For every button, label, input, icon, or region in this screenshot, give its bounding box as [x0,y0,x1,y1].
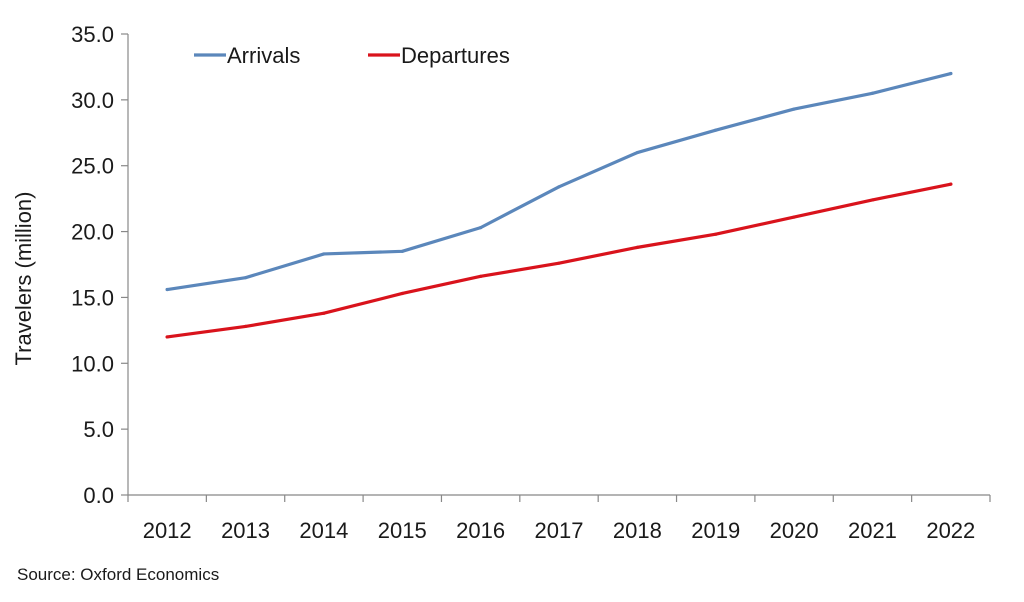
legend-item-arrivals: Arrivals [194,43,300,68]
legend-label: Arrivals [227,43,300,68]
data-point-arrivals [322,252,326,256]
x-tick-label: 2019 [691,518,740,543]
series-layer [165,71,953,339]
series-arrivals [165,71,953,292]
y-tick-label: 30.0 [71,88,114,113]
y-tick-label: 15.0 [71,285,114,310]
data-point-arrivals [635,150,639,155]
data-point-departures [792,215,796,219]
y-tick-label: 20.0 [71,220,114,245]
data-point-arrivals [870,91,875,95]
y-ticks: 0.0 5.0 10.0 15.0 20.0 25.0 30.0 35.0 [71,22,128,508]
data-point-departures [557,261,561,265]
x-ticks: 2012 2013 2014 2015 2016 2017 2018 2019 2020 2021… [127,495,991,543]
legend-label: Departures [401,43,510,68]
data-point-departures [165,335,169,339]
source-note: Source: Oxford Economics [17,565,219,584]
data-point-arrivals [479,226,483,230]
data-point-departures [243,324,248,329]
x-tick-label: 2022 [926,518,975,543]
data-point-departures [322,311,326,315]
x-tick-label: 2021 [848,518,897,543]
y-tick-label: 25.0 [71,154,114,179]
x-tick-label: 2020 [770,518,819,543]
y-tick-label: 0.0 [83,483,114,508]
x-tick-label: 2014 [299,518,348,543]
series-departures [165,182,953,339]
y-axis-title: Travelers (million) [11,192,36,366]
data-point-departures [635,245,639,249]
y-tick-label: 35.0 [71,22,114,47]
data-point-departures [870,198,875,202]
y-tick-label: 10.0 [71,351,114,376]
y-tick-label: 5.0 [83,417,114,442]
data-point-departures [400,291,404,296]
data-point-arrivals [557,185,561,189]
data-point-arrivals [714,128,718,132]
data-point-arrivals [165,287,169,292]
x-tick-label: 2016 [456,518,505,543]
data-point-departures [714,232,718,236]
data-point-arrivals [792,107,796,111]
x-tick-label: 2013 [221,518,270,543]
data-point-arrivals [243,276,248,280]
series-line-departures [165,182,953,339]
x-tick-label: 2015 [378,518,427,543]
data-point-arrivals [400,249,404,253]
legend: Arrivals Departures [194,43,510,68]
x-tick-label: 2018 [613,518,662,543]
legend-item-departures: Departures [368,43,510,68]
data-point-departures [479,274,483,278]
series-line-arrivals [165,71,953,292]
x-tick-label: 2012 [143,518,192,543]
x-tick-label: 2017 [535,518,584,543]
axes: 0.05.010.015.020.025.030.035.0 2012 2013 2… [71,22,991,543]
data-point-arrivals [949,71,953,76]
data-point-departures [949,182,953,186]
